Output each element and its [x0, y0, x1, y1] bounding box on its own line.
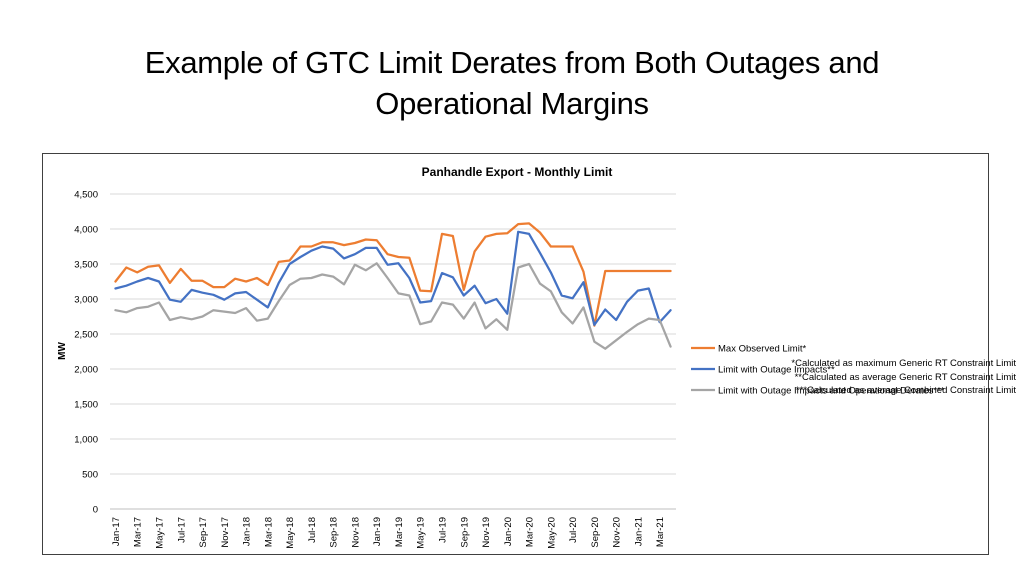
x-tick-label: Mar-17	[133, 517, 144, 547]
y-tick-label: 4,000	[74, 225, 98, 236]
legend-label: Limit with Outage Impacts and Operationa…	[718, 386, 945, 397]
legend: Max Observed Limit* Limit with Outage Imp…	[691, 344, 945, 397]
slide-title: Example of GTC Limit Derates from Both O…	[40, 42, 984, 124]
legend-label: Limit with Outage Impacts**	[718, 365, 835, 376]
x-tick-label: Sep-20	[590, 517, 601, 548]
x-tick-label: May-18	[285, 517, 296, 549]
x-tick-label: May-19	[416, 517, 427, 549]
y-tick-label: 2,500	[74, 330, 98, 341]
x-tick-label: Jan-21	[633, 517, 644, 546]
x-tick-label: Sep-17	[198, 517, 209, 548]
x-tick-label: Nov-20	[612, 517, 623, 548]
footnote-outage-impacts: **Calculated as average Generic RT Const…	[794, 371, 1016, 383]
y-tick-label: 0	[93, 505, 98, 516]
series-line	[114, 262, 672, 350]
chart-title: Panhandle Export - Monthly Limit	[422, 165, 613, 179]
y-tick-label: 4,500	[74, 190, 98, 201]
x-tick-label: Mar-19	[394, 517, 405, 547]
series-line	[114, 230, 672, 327]
y-axis-label: MW	[57, 342, 68, 360]
footnotes: *Calculated as maximum Generic RT Constr…	[791, 357, 1016, 398]
x-tick-label: Jul-19	[437, 517, 448, 543]
series-line	[114, 222, 672, 327]
y-tick-label: 1,500	[74, 400, 98, 411]
x-tick-label: Jul-17	[176, 517, 187, 543]
y-tick-label: 1,000	[74, 435, 98, 446]
x-tick-label: Nov-19	[481, 517, 492, 548]
x-tick-label: Mar-21	[655, 517, 666, 547]
x-tick-label: Jul-20	[568, 517, 579, 543]
x-tick-label: Jan-19	[372, 517, 383, 546]
chart-frame: Panhandle Export - Monthly Limit MW 0 500…	[42, 153, 989, 555]
x-tick-label: Sep-18	[329, 517, 340, 548]
x-tick-label: Sep-19	[459, 517, 470, 548]
x-tick-label: May-17	[154, 517, 165, 549]
x-tick-label: May-20	[546, 517, 557, 549]
gridlines	[110, 193, 676, 510]
y-tick-label: 500	[82, 470, 98, 481]
y-tick-label: 3,500	[74, 260, 98, 271]
legend-label: Max Observed Limit*	[718, 344, 806, 355]
x-tick-label: Nov-17	[220, 517, 231, 548]
footnote-operational-derates: ***Calculated as average Combined Constr…	[795, 385, 1016, 396]
x-tick-label: Mar-20	[525, 517, 536, 547]
x-tick-label: Jan-17	[111, 517, 122, 546]
y-tick-label: 2,000	[74, 365, 98, 376]
series-lines	[114, 222, 672, 350]
footnote-max-observed: *Calculated as maximum Generic RT Constr…	[791, 358, 1016, 369]
line-chart: Panhandle Export - Monthly Limit MW 0 500…	[57, 165, 945, 549]
x-tick-label: Jan-20	[503, 517, 514, 546]
slide-title-line-1: Example of GTC Limit Derates from Both O…	[144, 45, 880, 80]
x-axis-ticks: Jan-17 Mar-17 May-17 Jul-17 Sep-17 Nov-17 Jan-…	[111, 517, 666, 549]
y-axis-ticks: 0 500 1,000 1,500 2,000 2,500 3,000 3,500 4,000 4…	[74, 190, 98, 516]
x-tick-label: Jul-18	[307, 517, 318, 543]
x-tick-label: Jan-18	[242, 517, 253, 546]
x-tick-label: Mar-18	[263, 517, 274, 547]
x-tick-label: Nov-18	[350, 517, 361, 548]
y-tick-label: 3,000	[74, 295, 98, 306]
slide-title-line-2: Operational Margins	[375, 86, 649, 121]
